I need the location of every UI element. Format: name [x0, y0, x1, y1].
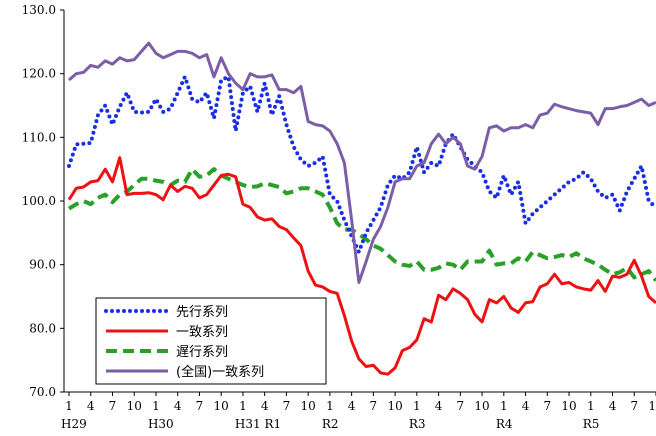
series-line-3 [68, 41, 656, 284]
x-tick-label: 7 [630, 399, 638, 413]
y-tick-label: 130.0 [22, 3, 56, 17]
x-tick-label: 4 [522, 399, 530, 413]
x-tick-label: 1 [152, 399, 160, 413]
x-tick-label: 10 [474, 399, 489, 413]
x-tick-label: 10 [561, 399, 576, 413]
x-tick-label: 7 [543, 399, 551, 413]
series-layer [67, 41, 656, 376]
era-label: R4 [496, 417, 513, 431]
x-tick-label: 1 [500, 399, 508, 413]
series-line-0 [67, 74, 656, 254]
x-tick-label: 1 [413, 399, 421, 413]
y-tick-label: 90.0 [29, 258, 56, 272]
series-line-2 [67, 167, 656, 282]
era-label: R3 [409, 417, 426, 431]
legend-label: 先行系列 [176, 305, 228, 320]
x-tick-label: 10 [648, 399, 656, 413]
x-tick-label: 1 [326, 399, 334, 413]
era-label: H29 [61, 417, 87, 431]
era-label: R2 [322, 417, 339, 431]
x-tick-label: 7 [370, 399, 378, 413]
legend-label: (全国)一致系列 [176, 364, 264, 380]
legend-label: 遅行系列 [176, 345, 228, 360]
y-tick-label: 110.0 [22, 130, 56, 144]
x-tick-label: 7 [109, 399, 117, 413]
x-tick-label: 1 [587, 399, 595, 413]
x-axis: 14710147101471014710147101471014710H29H3… [61, 391, 656, 431]
legend-label: 一致系列 [176, 325, 228, 340]
x-tick-label: 7 [283, 399, 291, 413]
y-tick-label: 100.0 [22, 194, 56, 208]
era-label: H31 R1 [235, 417, 281, 431]
x-tick-label: 4 [348, 399, 356, 413]
x-tick-label: 1 [239, 399, 247, 413]
x-tick-label: 7 [196, 399, 204, 413]
x-tick-label: 7 [457, 399, 465, 413]
x-tick-label: 4 [261, 399, 269, 413]
y-tick-label: 80.0 [29, 321, 56, 335]
series-line-1 [67, 156, 656, 376]
y-tick-label: 70.0 [29, 385, 56, 399]
x-tick-label: 4 [87, 399, 95, 413]
x-tick-label: 10 [127, 399, 142, 413]
x-tick-label: 10 [214, 399, 229, 413]
x-tick-label: 1 [65, 399, 73, 413]
x-tick-label: 10 [387, 399, 402, 413]
x-tick-label: 4 [609, 399, 617, 413]
era-label: H30 [148, 417, 174, 431]
y-axis: 130.0 120.0 110.0 100.0 90.0 80.0 70.0 [22, 3, 65, 399]
y-tick-label: 120.0 [22, 67, 56, 81]
era-label: R5 [583, 417, 600, 431]
x-tick-label: 4 [435, 399, 443, 413]
x-tick-label: 10 [301, 399, 316, 413]
x-tick-label: 4 [174, 399, 182, 413]
